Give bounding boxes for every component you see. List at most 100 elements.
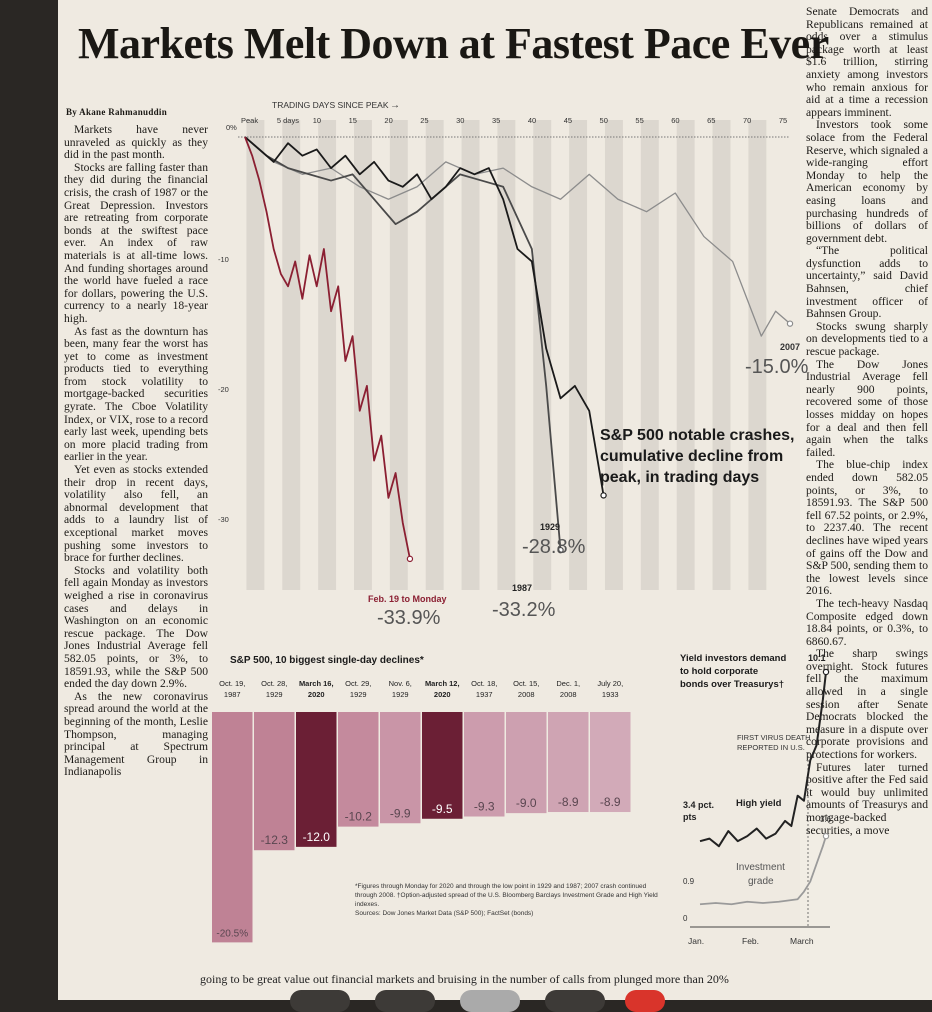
bar-value-label: -9.0 [516,796,537,810]
chart-band [389,120,408,590]
chart-title-line: peak, in trading days [600,469,759,486]
y-tick-label: -20 [218,385,229,394]
x-tick-label: 35 [492,116,500,125]
chart-band [246,120,265,590]
x-tick-label: 15 [349,116,357,125]
bar-category-labels: Oct. 19, 1987 Oct. 28, 1929 March 16, 2020 Oct… [219,679,623,699]
headline: Markets Melt Down at Fastest Pace Ever [78,19,829,68]
bar-category-year: 1937 [476,690,493,699]
chart-band [497,120,516,590]
bar-category-date: Nov. 6, [389,679,412,688]
yield-series [699,668,830,906]
yield-chart-title-3: bonds over Treasurys† [680,679,784,690]
right-paragraph: The blue-chip index ended down 582.05 po… [806,458,928,598]
hy-start-label-1: 3.4 pct. [683,800,714,810]
series-line-1929 [244,136,605,496]
chart-band [712,120,731,590]
yield-zero-label: 0 [683,914,688,923]
viewer-button[interactable] [375,990,435,1012]
x-axis-arrow: → [390,100,400,111]
label-1987-value: -33.2% [492,599,556,621]
virus-annotation-1: FIRST VIRUS DEATH [737,733,810,742]
x-tick-label: 10 [313,116,321,125]
investment-grade-line [699,835,827,906]
yield-endpoint [822,832,830,840]
x-tick-label: 20 [384,116,392,125]
x-tick-label: 75 [779,116,787,125]
bar [548,712,589,813]
label-2020-value: -33.9% [377,607,441,629]
x-tick-label: 60 [671,116,679,125]
right-paragraph: “The political dysfunction adds to uncer… [806,244,928,321]
series-line-2007 [244,136,791,337]
bar [506,712,547,814]
viewer-button[interactable] [625,990,665,1012]
left-paragraph: Stocks are falling faster than they did … [64,160,208,325]
label-2020-date: Feb. 19 to Monday [368,594,447,604]
viewer-controls [290,990,690,1012]
bottom-text-strip: going to be great value out financial ma… [200,972,729,986]
chart-band [604,120,623,590]
bar-category-date: Oct. 28, [261,679,287,688]
high-yield-label: High yield [736,798,782,809]
right-paragraph: Senate Democrats and Republicans remaine… [806,6,928,119]
crash-series-lines [244,136,794,563]
viewer-button[interactable] [545,990,605,1012]
bar [380,712,421,824]
bar-category-date: March 12, [425,679,460,688]
source-text: Sources: Dow Jones Market Data (S&P 500)… [355,910,534,917]
x-tick-label: 55 [635,116,643,125]
y-tick-label: 0% [226,123,237,132]
chart-title-line: cumulative decline from [600,448,783,465]
right-article-column: Senate Democrats and Republicans remaine… [806,6,928,986]
x-tick-label: 50 [600,116,608,125]
right-paragraph: Stocks swung sharply on developments tie… [806,319,928,359]
chart-band [461,120,480,590]
x-tick-label: 70 [743,116,751,125]
chart-footnotes: *Figures through Monday for 2020 and thr… [355,882,665,918]
chart-band [318,120,337,590]
newspaper-page [58,0,932,1000]
bar [254,712,295,851]
chart-band [569,120,588,590]
chart-band [640,120,659,590]
bar-category-year: 1929 [392,690,409,699]
bar-value-label: -9.3 [474,800,495,814]
right-paragraph: The sharp swings overnight. Stock future… [806,647,928,762]
bar [212,712,253,943]
label-2007-year: 2007 [780,342,800,352]
month-tick-march: March [790,936,814,946]
bar-category-year: 1933 [602,690,619,699]
left-paragraph: As fast as the downturn has been, many f… [64,324,208,464]
x-tick-label: 25 [420,116,428,125]
bars: -20.5% -12.3 -12.0 -10.2 -9.9 -9.5 -9.3 -9.0 -8.… [212,712,631,943]
ig-start-label: 0.9 [683,877,695,886]
hy-end-label: 10.1 [808,653,826,663]
crash-line-chart: TRADING DAYS SINCE PEAK → Peak 5 days 10 15… [218,100,809,629]
bar [590,712,631,813]
label-1929-year: 1929 [540,522,560,532]
viewer-button[interactable] [290,990,350,1012]
bar-value-label: -10.2 [345,810,373,824]
label-1987-year: 1987 [512,583,532,593]
chart-band [282,120,301,590]
ig-label-2: grade [748,876,774,887]
hy-start-label-2: pts [683,812,697,822]
viewer-button[interactable] [460,990,520,1012]
virus-annotation-2: REPORTED IN U.S. [737,743,805,752]
x-tick-label: 45 [564,116,572,125]
series-line-1987 [244,136,562,551]
bar-value-label: -9.9 [390,806,411,820]
bar-category-year: 1929 [266,690,283,699]
bar-category-year: 2008 [560,690,577,699]
x-axis-ticks: Peak 5 days 10 15 20 25 30 35 40 45 50 55 60 65 70 75 [241,116,787,125]
bar-value-label: -12.3 [261,833,289,847]
chart-band [425,120,444,590]
x-tick-label: 5 days [277,116,299,125]
right-paragraph: Futures later turned positive after the … [806,760,928,837]
left-paragraph: Markets have never unraveled as quickly … [64,124,208,162]
bar-category-date: March 16, [299,679,334,688]
bar-chart-title: S&P 500, 10 biggest single-day declines* [230,655,424,666]
y-tick-label: -10 [218,255,229,264]
footnote-text: *Figures through Monday for 2020 and thr… [355,883,658,908]
